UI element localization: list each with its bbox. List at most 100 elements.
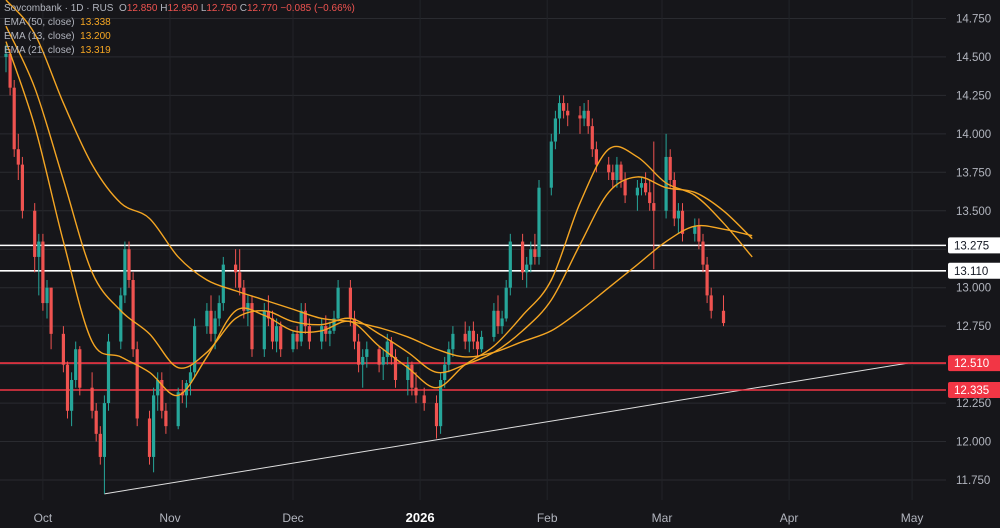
candle-body <box>295 333 299 342</box>
candle-body <box>648 192 652 204</box>
candle-up <box>262 303 266 357</box>
candle-down <box>463 321 467 350</box>
candle-body <box>586 110 590 127</box>
ema-50-legend[interactable]: EMA (50, close) 13.338 <box>4 16 355 30</box>
support-price-tag <box>948 382 1000 398</box>
candle-body <box>238 272 242 288</box>
candle-body <box>406 364 410 380</box>
candle-body <box>672 180 676 219</box>
candle-down <box>721 295 726 327</box>
candle-up <box>480 330 484 353</box>
candle-body <box>709 295 713 311</box>
candle-body <box>127 249 131 280</box>
candle-body <box>467 330 471 342</box>
candle-down <box>611 164 615 188</box>
candle-body <box>504 287 508 319</box>
candle-down <box>410 361 414 396</box>
candle-down <box>49 287 53 350</box>
candle-body <box>521 241 525 273</box>
candle-down <box>41 233 45 311</box>
candle-down <box>90 372 94 419</box>
candle-down <box>61 326 65 373</box>
ema-21-legend[interactable]: EMA (21, close) 13.319 <box>4 44 355 58</box>
candle-up <box>549 133 553 196</box>
candle-down <box>209 295 213 342</box>
candle-body <box>37 241 41 257</box>
candle-up <box>615 156 619 188</box>
price-tick-label: 14.750 <box>956 13 991 25</box>
candle-body <box>676 210 680 219</box>
candle-down <box>266 295 270 327</box>
candle-body <box>525 264 529 273</box>
candle-up <box>553 110 557 150</box>
candle-down <box>471 321 475 350</box>
candle-body <box>152 395 156 457</box>
candle-body <box>78 349 82 388</box>
time-tick-label: Feb <box>537 511 558 525</box>
ema-line <box>5 0 753 358</box>
candle-down <box>496 295 500 334</box>
candle-body <box>20 164 24 211</box>
candle-up <box>537 180 541 265</box>
candle-body <box>234 264 238 273</box>
candle-down <box>135 341 139 427</box>
resistance-price-tag <box>948 237 1000 254</box>
candle-body <box>193 326 197 373</box>
candle-body <box>496 310 500 327</box>
time-axis[interactable]: Oct Nov Dec 2026 Feb Mar Apr May <box>34 510 924 525</box>
price-tick-label: 13.500 <box>956 206 991 218</box>
candle-up <box>205 303 209 334</box>
candle-down <box>705 256 709 304</box>
candle-up <box>320 318 324 350</box>
candle-body <box>250 303 254 350</box>
candle-down <box>680 203 685 242</box>
close-label: C <box>239 3 247 14</box>
candle-body <box>594 149 598 165</box>
candle-body <box>549 141 553 188</box>
candle-body <box>475 341 480 350</box>
candle-up <box>676 203 680 234</box>
candle-body <box>131 280 135 350</box>
low-label: L <box>200 3 207 14</box>
time-tick-label: May <box>901 511 924 525</box>
candle-body <box>652 203 656 211</box>
symbol-label[interactable]: Sovcombank · 1D · RUS <box>4 3 114 14</box>
candle-down <box>303 303 307 334</box>
candle-body <box>16 149 20 165</box>
candle-body <box>303 310 307 327</box>
candle-up <box>492 303 496 342</box>
candle-down <box>238 249 242 296</box>
candle-body <box>65 364 70 411</box>
candle-body <box>693 226 697 234</box>
candle-body <box>562 103 566 111</box>
candle-body <box>619 164 623 180</box>
candle-down <box>127 241 131 288</box>
candle-up <box>361 349 365 388</box>
candle-body <box>242 287 246 311</box>
open-label: O <box>119 3 127 14</box>
candle-up <box>557 95 562 134</box>
candle-down <box>648 180 652 211</box>
candle-body <box>500 318 504 327</box>
candle-body <box>348 287 352 319</box>
price-tick-label: 13.000 <box>956 283 991 295</box>
candle-body <box>102 403 106 457</box>
candle-up <box>4 44 8 73</box>
candle-body <box>246 303 250 311</box>
candle-body <box>385 341 389 357</box>
candle-body <box>508 241 512 288</box>
candle-body <box>393 356 398 380</box>
candle-body <box>336 287 340 319</box>
candle-up <box>152 387 156 473</box>
candle-body <box>533 249 537 257</box>
candle-body <box>12 87 16 150</box>
candle-up <box>500 310 504 334</box>
candle-body <box>299 310 303 342</box>
candle-body <box>90 387 94 411</box>
ema-13-legend[interactable]: EMA (13, close) 13.200 <box>4 30 355 44</box>
price-tag-label: 12.510 <box>954 358 989 370</box>
candle-body <box>156 380 160 396</box>
candle-body <box>578 115 582 119</box>
candle-up <box>176 387 180 430</box>
